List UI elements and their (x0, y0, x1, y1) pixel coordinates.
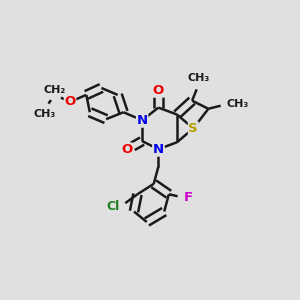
Text: O: O (153, 84, 164, 97)
Text: CH₃: CH₃ (188, 74, 210, 83)
Text: Cl: Cl (107, 200, 120, 213)
Text: N: N (136, 114, 148, 127)
Text: O: O (122, 143, 133, 156)
Text: S: S (188, 122, 198, 135)
Text: N: N (153, 143, 164, 156)
Text: F: F (184, 191, 193, 204)
Text: CH₂: CH₂ (44, 85, 66, 95)
Text: O: O (64, 95, 76, 108)
Text: CH₃: CH₃ (227, 99, 249, 109)
Text: CH₃: CH₃ (33, 109, 56, 119)
